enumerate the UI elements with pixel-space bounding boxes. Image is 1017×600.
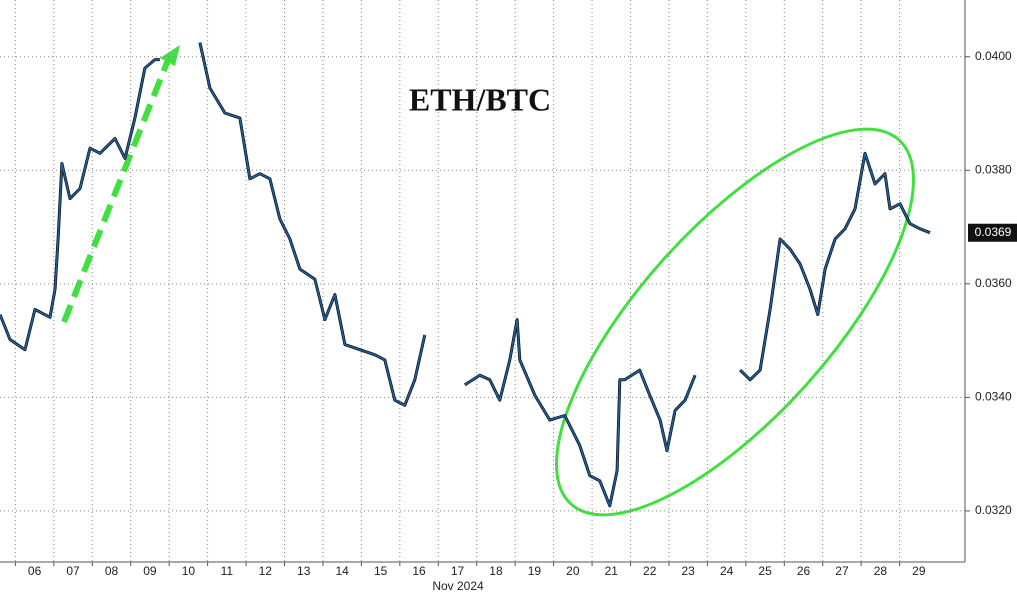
y-tick-label: 0.0360: [975, 276, 1012, 290]
x-tick-label: 07: [66, 564, 80, 578]
x-tick-label: 29: [912, 564, 926, 578]
x-tick-label: 23: [682, 564, 696, 578]
y-tick-label: 0.0380: [975, 162, 1012, 176]
annotation-arrowhead: [160, 45, 180, 66]
x-tick-label: 22: [643, 564, 657, 578]
last-value-box: [968, 223, 1017, 242]
x-tick-label: 10: [182, 564, 196, 578]
x-tick-label: 24: [720, 564, 734, 578]
x-tick-label: 09: [143, 564, 157, 578]
x-tick-label: 25: [758, 564, 772, 578]
annotation-arrow: [61, 53, 173, 324]
x-tick-label: 16: [412, 564, 426, 578]
x-tick-label: 19: [528, 564, 542, 578]
x-tick-label: 26: [797, 564, 811, 578]
x-tick-label: 17: [451, 564, 465, 578]
y-tick-label: 0.0320: [975, 503, 1012, 517]
x-tick-label: 28: [874, 564, 888, 578]
annotation-ellipse: [555, 127, 915, 517]
x-tick-label: 14: [335, 564, 349, 578]
x-tick-label: 21: [605, 564, 619, 578]
y-tick-label: 0.0400: [975, 49, 1012, 63]
x-tick-label: 18: [489, 564, 503, 578]
last-value-label: 0.0369: [975, 225, 1012, 239]
x-tick-label: 20: [566, 564, 580, 578]
x-tick-label: 15: [374, 564, 388, 578]
series-line: [0, 42, 931, 507]
x-tick-label: 08: [105, 564, 119, 578]
x-tick-label: 27: [835, 564, 849, 578]
x-tick-label: 12: [259, 564, 273, 578]
x-tick-label: 06: [28, 564, 42, 578]
chart-title: ETH/BTC: [409, 81, 551, 117]
x-tick-label: 13: [297, 564, 311, 578]
plot-area: [0, 0, 965, 562]
y-tick-label: 0.0340: [975, 390, 1012, 404]
x-axis-label: Nov 2024: [432, 579, 484, 593]
x-tick-label: 11: [221, 564, 234, 578]
